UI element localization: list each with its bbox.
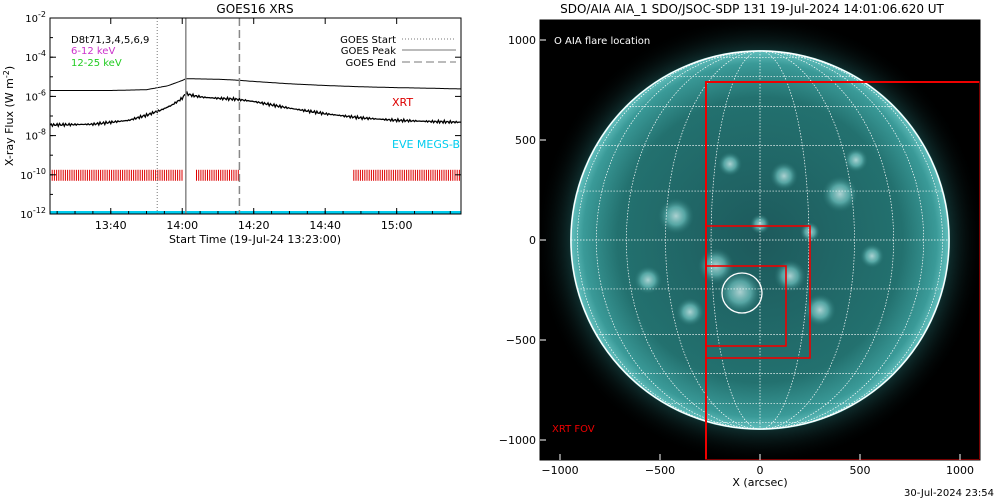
aia-x-tick-label: 0	[757, 464, 764, 477]
flux-12-25-kev-curve	[49, 90, 462, 128]
aia-x-tick-label: 1000	[946, 464, 974, 477]
goes-y-axis-label: X-ray Flux (W m-2)	[2, 66, 16, 166]
legend-goes-peak: GOES Peak	[341, 46, 396, 57]
xrt-fov-label: XRT FOV	[552, 424, 595, 435]
xrt-label: XRT	[392, 96, 413, 109]
legend-detectors: D8t71,3,4,5,6,9	[71, 35, 149, 46]
longitude-line	[759, 50, 894, 430]
heliographic-grid	[570, 50, 950, 430]
active-region	[844, 148, 868, 172]
goes-y-tick-label: 10-10	[20, 167, 46, 182]
active-region	[774, 260, 806, 292]
longitude-line	[626, 50, 761, 430]
goes-peak-curve	[50, 78, 461, 91]
active-region	[676, 298, 704, 326]
footer-timestamp: 30-Jul-2024 23:54	[904, 488, 994, 499]
goes-y-tick-label: 10-2	[25, 10, 46, 25]
legend-goes-start: GOES Start	[340, 35, 396, 46]
goes-x-tick-label: 14:40	[309, 219, 341, 232]
active-region	[750, 214, 770, 234]
xrt-coverage-segment	[353, 169, 460, 181]
aia-flare-legend: O AIA flare location	[554, 36, 650, 47]
goes-axes: 13:40 14:00 14:20 14:40 15:00 10-2 10-4 10-6 10-…	[20, 10, 461, 232]
longitude-line	[665, 50, 761, 430]
goes-x-axis-label: Start Time (19-Jul-24 13:23:00)	[169, 233, 341, 246]
goes-y-tick-label: 10-4	[25, 49, 46, 64]
goes-x-tick-label: 13:40	[95, 219, 127, 232]
legend-goes-end: GOES End	[346, 58, 396, 69]
aia-y-tick-label: 1000	[508, 34, 536, 47]
aia-axes: −1000 −500 0 500 1000 1000 500 0 −500 −1000	[499, 19, 981, 477]
legend-6-12-kev: 6-12 keV	[71, 46, 115, 57]
longitude-line	[759, 50, 925, 430]
aia-y-tick-label: −500	[506, 334, 536, 347]
xrt-coverage-segment	[49, 169, 183, 181]
aia-title: SDO/AIA AIA_1 SDO/JSOC-SDP 131 19-Jul-20…	[560, 2, 944, 16]
legend-12-25-kev: 12-25 keV	[71, 58, 122, 69]
aia-x-tick-label: −1000	[541, 464, 578, 477]
longitude-line	[759, 50, 943, 430]
goes-x-tick-label: 15:00	[381, 219, 413, 232]
goes-x-tick-label: 14:00	[166, 219, 198, 232]
aia-flare-location-circle	[721, 272, 763, 314]
aia-y-tick-label: −1000	[499, 434, 536, 447]
active-region	[770, 162, 798, 190]
active-region	[718, 152, 742, 176]
xrt-fov-box	[705, 265, 787, 347]
goes-y-tick-label: 10-6	[25, 88, 46, 103]
xrt-fov-boxes	[705, 81, 980, 460]
goes-title: GOES16 XRS	[216, 2, 293, 16]
aia-x-axis-label: X (arcsec)	[732, 476, 787, 489]
active-region	[718, 270, 762, 314]
active-region	[804, 294, 836, 326]
aia-image-panel: SDO/AIA AIA_1 SDO/JSOC-SDP 131 19-Jul-20…	[499, 2, 981, 489]
longitude-line	[595, 50, 761, 430]
aia-y-tick-label: 500	[515, 134, 536, 147]
eve-megs-b-label: EVE MEGS-B	[392, 138, 460, 151]
aia-x-tick-label: −500	[645, 464, 675, 477]
longitude-line	[577, 50, 761, 430]
goes-y-tick-label: 10-8	[25, 128, 46, 143]
goes-x-tick-label: 14:20	[238, 219, 270, 232]
aia-x-tick-label: 500	[850, 464, 871, 477]
active-region	[634, 266, 662, 294]
xrt-coverage-segment	[196, 169, 239, 181]
active-region	[658, 198, 694, 234]
goes-y-tick-label: 10-12	[20, 206, 46, 221]
aia-image	[540, 20, 980, 460]
aia-y-tick-label: 0	[529, 234, 536, 247]
goes-lightcurve-panel: GOES16 XRS 13:40 14:00 14:20 14:40 15:00 10-2…	[2, 2, 462, 246]
active-region	[822, 176, 858, 212]
active-region	[860, 244, 884, 268]
goes-plot-area	[49, 18, 462, 214]
longitude-line	[759, 50, 855, 430]
